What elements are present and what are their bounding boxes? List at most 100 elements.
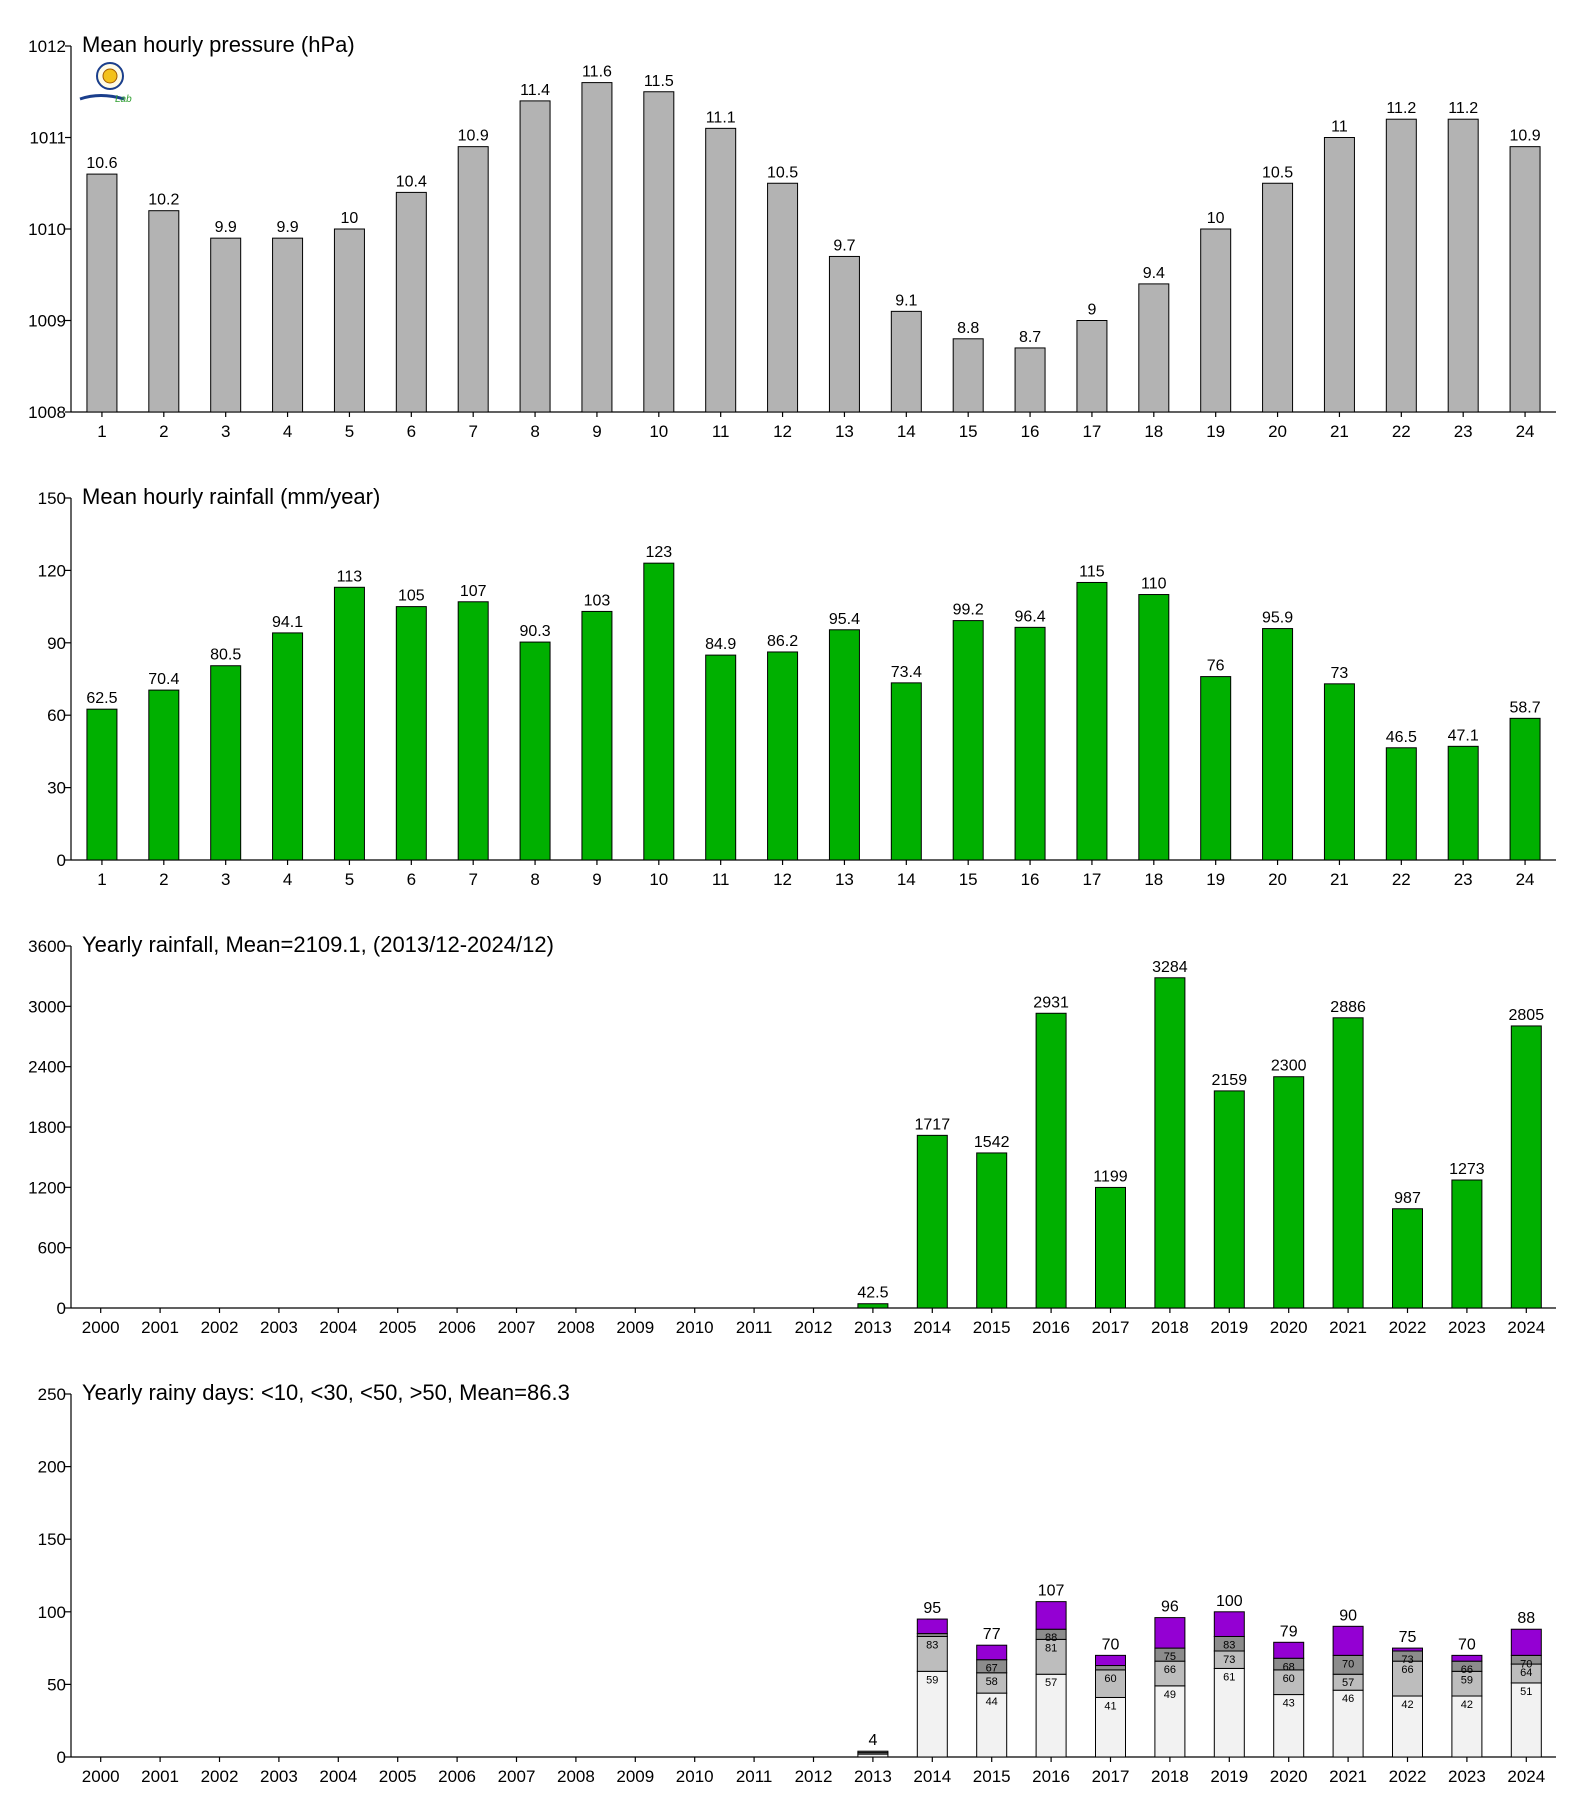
y-tick-label: 3000 xyxy=(28,997,66,1016)
data-label: 9.7 xyxy=(833,237,855,254)
data-label: 11.5 xyxy=(644,73,674,90)
data-label: 123 xyxy=(645,544,672,561)
bar xyxy=(1014,626,1046,861)
x-tick-label: 2011 xyxy=(736,1318,773,1337)
bar xyxy=(1509,146,1541,413)
x-tick-label: 24 xyxy=(1516,870,1535,889)
data-label: 79 xyxy=(1280,1623,1298,1640)
data-label: 103 xyxy=(584,592,611,609)
data-label: 3284 xyxy=(1152,959,1188,976)
bar xyxy=(333,586,365,861)
data-label: 11.1 xyxy=(706,109,736,126)
segment-label: 46 xyxy=(1342,1693,1354,1705)
bar xyxy=(1323,137,1355,413)
bar xyxy=(952,338,984,413)
data-label: 96 xyxy=(1161,1599,1179,1616)
bar xyxy=(581,82,613,413)
data-label: 11.2 xyxy=(1386,100,1416,117)
bar xyxy=(767,651,799,861)
data-label: 11.4 xyxy=(520,82,550,99)
bar xyxy=(210,237,242,413)
x-tick-label: 6 xyxy=(407,870,416,889)
bar-segment-lt30 xyxy=(1035,1638,1067,1675)
segment-label: 51 xyxy=(1520,1686,1532,1698)
x-tick-label: 9 xyxy=(592,870,601,889)
data-label: 10.9 xyxy=(1509,128,1540,145)
data-label: 8.8 xyxy=(957,320,979,337)
x-tick-label: 7 xyxy=(468,870,477,889)
x-tick-label: 2004 xyxy=(319,1318,357,1337)
bar-segment-lt10 xyxy=(1392,1695,1423,1758)
x-tick-label: 11 xyxy=(712,422,730,441)
y-tick-label: 60 xyxy=(47,706,66,725)
x-tick-label: 8 xyxy=(530,422,539,441)
segment-label: 43 xyxy=(1283,1698,1295,1710)
x-tick-label: 2016 xyxy=(1032,1318,1070,1337)
chart-title: Yearly rainfall, Mean=2109.1, (2013/12-2… xyxy=(82,932,554,957)
data-label: 10.4 xyxy=(396,173,427,190)
bar-segment-gt50 xyxy=(1213,1611,1245,1637)
data-label: 1273 xyxy=(1449,1161,1485,1178)
x-tick-label: 2023 xyxy=(1448,1767,1486,1786)
x-tick-label: 1 xyxy=(97,870,106,889)
data-label: 80.5 xyxy=(210,647,241,664)
x-tick-label: 2018 xyxy=(1151,1767,1189,1786)
x-tick-label: 2022 xyxy=(1389,1318,1427,1337)
bar xyxy=(1392,1208,1423,1309)
x-tick-label: 7 xyxy=(468,422,477,441)
bar xyxy=(1200,228,1232,413)
x-tick-label: 4 xyxy=(283,422,292,441)
bar xyxy=(1095,1186,1126,1309)
data-label: 10.5 xyxy=(767,164,798,181)
x-tick-label: 12 xyxy=(773,870,792,889)
x-tick-label: 2013 xyxy=(854,1318,892,1337)
bar xyxy=(890,310,922,413)
bar-segment-lt10 xyxy=(1095,1696,1126,1758)
x-tick-label: 22 xyxy=(1392,422,1411,441)
bar xyxy=(272,632,304,861)
x-tick-label: 20 xyxy=(1268,422,1287,441)
x-tick-label: 2007 xyxy=(498,1767,536,1786)
bar-segment-lt10 xyxy=(1510,1682,1542,1758)
data-label: 987 xyxy=(1394,1190,1421,1207)
segment-label: 75 xyxy=(1164,1651,1176,1663)
bar xyxy=(643,562,675,861)
bar xyxy=(1138,594,1170,861)
segment-label: 44 xyxy=(986,1696,998,1708)
segment-label: 60 xyxy=(1104,1673,1116,1685)
x-tick-label: 12 xyxy=(773,422,792,441)
x-tick-label: 17 xyxy=(1082,870,1101,889)
bar xyxy=(1035,1012,1067,1309)
data-label: 95.4 xyxy=(829,611,860,628)
bar xyxy=(705,127,737,413)
data-label: 70 xyxy=(1458,1636,1476,1653)
y-tick-label: 1011 xyxy=(29,129,66,148)
bar xyxy=(457,146,489,413)
x-tick-label: 23 xyxy=(1454,870,1473,889)
bar-segment-lt30 xyxy=(1154,1660,1186,1687)
data-label: 115 xyxy=(1079,563,1105,580)
data-label: 9.9 xyxy=(276,219,298,236)
x-tick-label: 2 xyxy=(159,870,168,889)
data-label: 113 xyxy=(337,568,363,585)
segment-label: 59 xyxy=(1461,1674,1473,1686)
data-label: 10.6 xyxy=(86,155,117,172)
bar xyxy=(1385,747,1417,861)
data-label: 9.1 xyxy=(895,292,917,309)
bar xyxy=(1213,1090,1245,1309)
segment-label: 64 xyxy=(1520,1667,1532,1679)
segment-label: 70 xyxy=(1520,1658,1532,1670)
x-tick-label: 8 xyxy=(530,870,539,889)
bar xyxy=(828,255,860,413)
bar-segment-gt50 xyxy=(1095,1654,1126,1667)
bar-segment-gt50 xyxy=(916,1618,948,1635)
data-label: 1542 xyxy=(974,1134,1010,1151)
bar xyxy=(705,654,737,861)
x-tick-label: 5 xyxy=(345,422,354,441)
data-label: 10.5 xyxy=(1262,164,1293,181)
bar xyxy=(643,91,675,413)
x-tick-label: 4 xyxy=(283,870,292,889)
bar-segment-lt10 xyxy=(976,1692,1008,1758)
bar xyxy=(1200,676,1232,861)
